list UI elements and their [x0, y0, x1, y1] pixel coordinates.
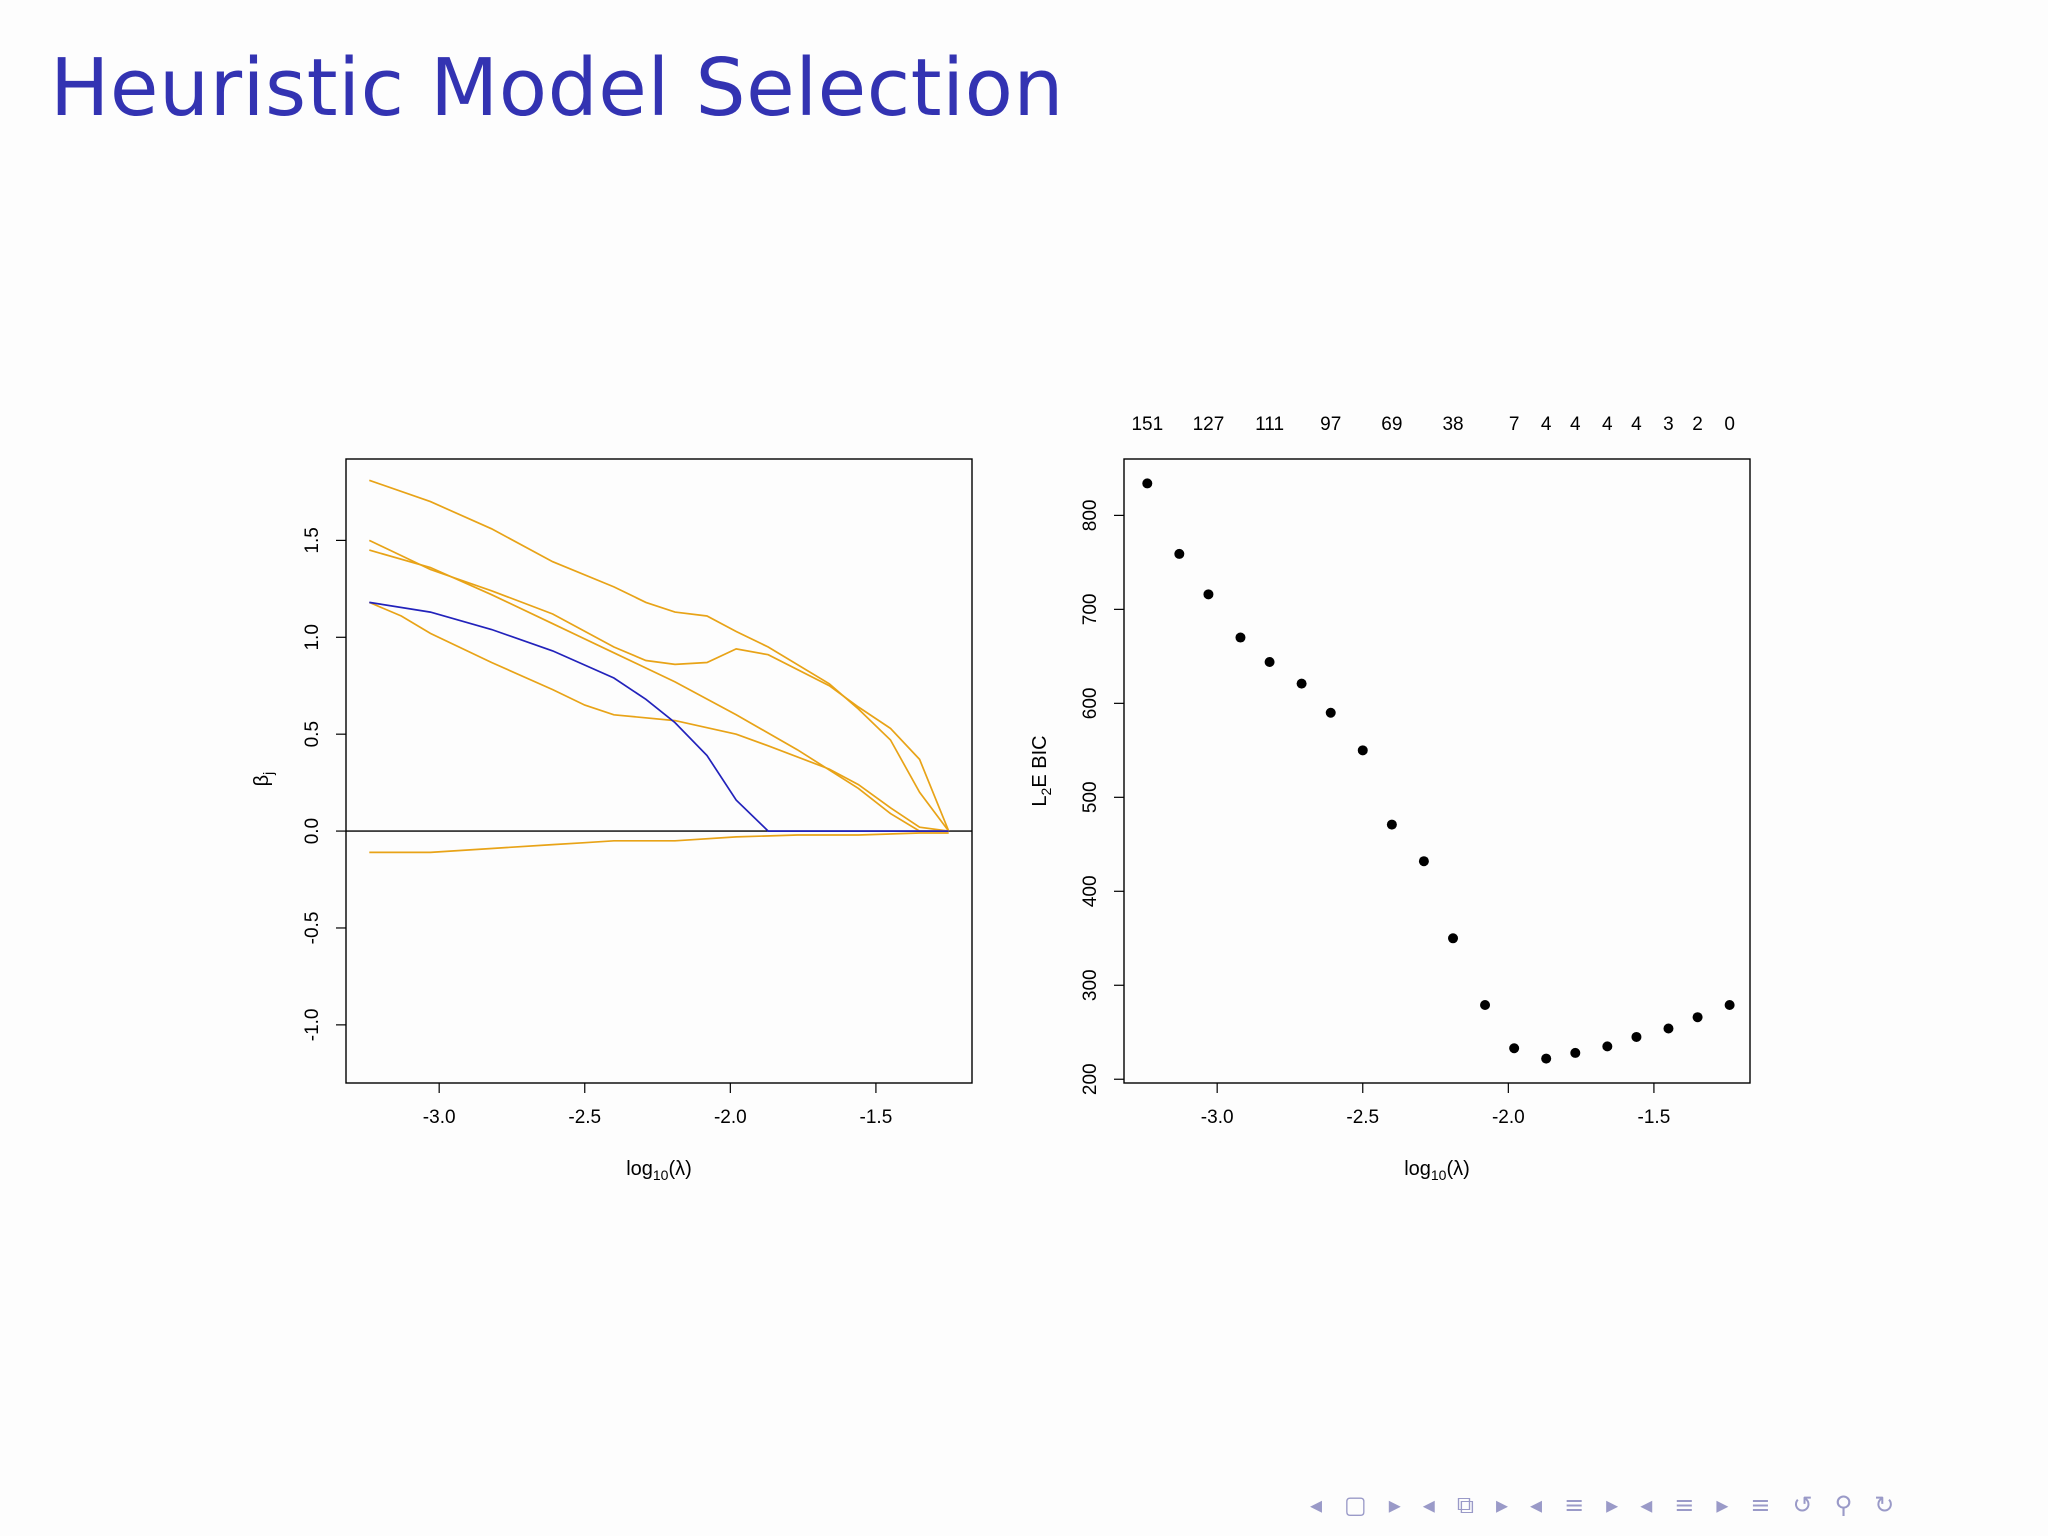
data-point: [1692, 1012, 1703, 1023]
x-tick-label: -2.0: [1492, 1107, 1525, 1128]
x-tick-label: -3.0: [423, 1107, 456, 1128]
prev-arrow-icon[interactable]: ◂: [1310, 1491, 1323, 1519]
next-arrow-icon[interactable]: ▸: [1388, 1491, 1401, 1519]
series-line-6: [369, 601, 949, 832]
top-axis-label: 97: [1320, 414, 1341, 435]
y-tick-label: 200: [1080, 1063, 1101, 1095]
y-tick-label: 400: [1080, 875, 1101, 907]
top-axis-label: 151: [1131, 414, 1163, 435]
top-axis-label: 4: [1541, 414, 1552, 435]
y-tick-label: 500: [1080, 781, 1101, 813]
plot-frame: [345, 458, 973, 1084]
x-tick-label: -1.5: [860, 1107, 893, 1128]
y-tick-label: 700: [1080, 594, 1101, 626]
top-axis-label: 7: [1509, 414, 1520, 435]
data-point: [1724, 1000, 1735, 1010]
data-point: [1235, 632, 1246, 643]
data-point: [1296, 678, 1307, 689]
top-axis-label: 69: [1381, 414, 1402, 435]
section-icon[interactable]: ≡: [1564, 1491, 1585, 1519]
y-tick-label: -0.5: [302, 912, 323, 945]
series-line-1: [369, 479, 950, 832]
prev-arrow-icon[interactable]: ◂: [1530, 1491, 1543, 1519]
plot-frame: [1123, 458, 1751, 1084]
top-axis-label: 2: [1692, 414, 1703, 435]
top-axis-label: 111: [1255, 414, 1284, 435]
next-arrow-icon[interactable]: ▸: [1606, 1491, 1619, 1519]
series-line-3: [369, 549, 949, 832]
x-tick-label: -1.5: [1638, 1107, 1671, 1128]
data-point: [1418, 856, 1429, 867]
top-axis-label: 4: [1631, 414, 1642, 435]
frame-icon[interactable]: ▢: [1344, 1491, 1367, 1519]
top-axis-label: 127: [1193, 414, 1225, 435]
subsection-icon[interactable]: ⧉: [1456, 1491, 1474, 1519]
x-axis-label: log10(λ): [626, 1158, 692, 1183]
data-point: [1509, 1043, 1520, 1054]
y-axis-label: L2E BIC: [1029, 735, 1054, 806]
data-point: [1570, 1047, 1581, 1058]
x-tick-label: -3.0: [1201, 1107, 1234, 1128]
data-point: [1264, 656, 1275, 667]
data-point: [1480, 1000, 1491, 1010]
series-line-2: [368, 539, 950, 832]
series-line-4: [368, 601, 949, 832]
y-tick-label: 1.5: [302, 527, 323, 553]
top-axis-label: 3: [1663, 414, 1674, 435]
data-point: [1386, 819, 1397, 830]
top-axis-label: 0: [1724, 414, 1735, 435]
data-point: [1663, 1023, 1674, 1034]
y-tick-label: 1.0: [302, 624, 323, 650]
slide-title: Heuristic Model Selection: [50, 42, 1065, 134]
menu-icon[interactable]: ≡: [1750, 1491, 1771, 1519]
undo-icon[interactable]: ↺: [1792, 1491, 1813, 1519]
data-point: [1142, 478, 1153, 489]
x-axis-label: log10(λ): [1404, 1158, 1470, 1183]
doc-icon[interactable]: ≡: [1674, 1491, 1695, 1519]
data-point: [1203, 589, 1214, 600]
next-arrow-icon[interactable]: ▸: [1716, 1491, 1729, 1519]
top-axis-label: 4: [1570, 414, 1581, 435]
y-tick-label: 0.5: [302, 721, 323, 747]
y-tick-label: -1.0: [302, 1008, 323, 1041]
beamer-navigation-bar: ◂ ▢ ▸ ◂ ⧉ ▸ ◂ ≡ ▸ ◂ ≡ ▸ ≡ ↺ ⚲ ↻: [1310, 1490, 2030, 1520]
prev-arrow-icon[interactable]: ◂: [1640, 1491, 1653, 1519]
y-tick-label: 800: [1080, 500, 1101, 532]
y-tick-label: 300: [1080, 969, 1101, 1001]
data-point: [1541, 1053, 1552, 1064]
prev-arrow-icon[interactable]: ◂: [1422, 1491, 1435, 1519]
redo-icon[interactable]: ↻: [1874, 1491, 1895, 1519]
top-axis-label: 38: [1442, 414, 1463, 435]
data-point: [1174, 548, 1185, 559]
data-point: [1357, 745, 1368, 756]
x-tick-label: -2.5: [568, 1107, 601, 1128]
data-point: [1448, 933, 1459, 944]
data-point: [1602, 1041, 1613, 1052]
x-tick-label: -2.0: [714, 1107, 747, 1128]
data-point: [1631, 1031, 1642, 1042]
data-point: [1325, 707, 1336, 718]
top-axis-label: 4: [1602, 414, 1613, 435]
x-tick-label: -2.5: [1346, 1107, 1379, 1128]
next-arrow-icon[interactable]: ▸: [1495, 1491, 1509, 1519]
y-tick-label: 0.0: [302, 818, 323, 844]
y-tick-label: 600: [1080, 687, 1101, 719]
search-icon[interactable]: ⚲: [1834, 1491, 1853, 1519]
series-line-5: [369, 832, 949, 854]
y-axis-label: βj: [251, 772, 276, 787]
